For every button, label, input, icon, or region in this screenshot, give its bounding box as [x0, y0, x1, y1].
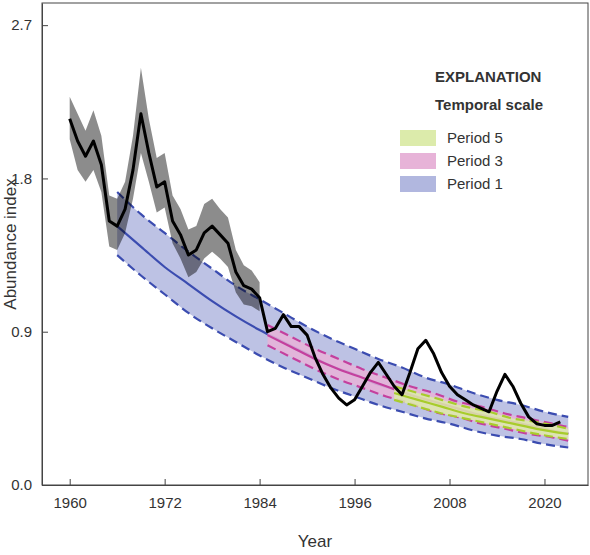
y-tick: 2.7 — [11, 16, 48, 33]
x-tick: 1960 — [54, 479, 87, 511]
legend-label: Period 5 — [447, 129, 503, 146]
legend-subtitle: Temporal scale — [435, 96, 543, 113]
y-axis-title: Abundance index — [1, 178, 20, 310]
y-tick: 0.9 — [11, 323, 48, 340]
y-tick-mark — [42, 485, 48, 486]
y-axis-line — [42, 4, 43, 486]
y-tick-label: 2.7 — [11, 16, 32, 33]
x-axis-line — [43, 485, 589, 486]
y-tick-mark — [42, 25, 48, 26]
legend: EXPLANATION Temporal scale Period 5 Period … — [400, 68, 543, 192]
legend-label: Period 3 — [447, 152, 503, 169]
y-tick-label: 0.9 — [11, 323, 32, 340]
x-tick: 1984 — [243, 479, 276, 511]
x-tick: 2020 — [528, 479, 561, 511]
trend-line — [394, 393, 568, 434]
x-tick-mark — [260, 479, 261, 485]
lower-bound-line — [117, 255, 568, 447]
uncertainty-area — [70, 68, 260, 312]
x-tick-label: 2020 — [528, 494, 561, 511]
y-tick-mark — [42, 178, 48, 179]
chart: 1960197219841996200820200.00.91.82.7Year… — [0, 0, 590, 555]
lower-bound-line — [394, 400, 568, 439]
x-tick: 2008 — [433, 479, 466, 511]
x-tick-label: 1960 — [54, 494, 87, 511]
y-tick-mark — [42, 332, 48, 333]
x-tick-label: 1996 — [338, 494, 371, 511]
x-tick: 1996 — [338, 479, 371, 511]
uncertainty-area — [394, 386, 568, 439]
y-tick: 0.0 — [11, 476, 48, 493]
legend-swatch — [400, 130, 436, 146]
legend-label: Period 1 — [447, 175, 503, 192]
x-tick-mark — [165, 479, 166, 485]
x-tick-mark — [450, 479, 451, 485]
x-tick-label: 1972 — [148, 494, 181, 511]
x-tick: 1972 — [148, 479, 181, 511]
x-tick-mark — [544, 479, 545, 485]
upper-bound-line — [268, 325, 569, 427]
observed-series — [70, 68, 561, 426]
plot-frame — [42, 3, 588, 485]
legend-swatch — [400, 153, 436, 169]
x-tick-mark — [70, 479, 71, 485]
x-axis: 1960 1972 1984 1996 2008 2020 — [43, 479, 589, 511]
x-tick-label: 1984 — [243, 494, 276, 511]
legend-swatch — [400, 176, 436, 192]
x-tick-label: 2008 — [433, 494, 466, 511]
y-tick-label: 0.0 — [11, 476, 32, 493]
uncertainty-area — [268, 325, 569, 441]
x-tick-mark — [355, 479, 356, 485]
plot-area — [70, 68, 569, 448]
x-axis-title: Year — [298, 532, 333, 551]
legend-title: EXPLANATION — [435, 68, 541, 85]
lower-bound-line — [268, 345, 569, 440]
trend-band — [268, 325, 569, 441]
trend-band — [394, 386, 568, 439]
observed-line — [70, 114, 561, 426]
